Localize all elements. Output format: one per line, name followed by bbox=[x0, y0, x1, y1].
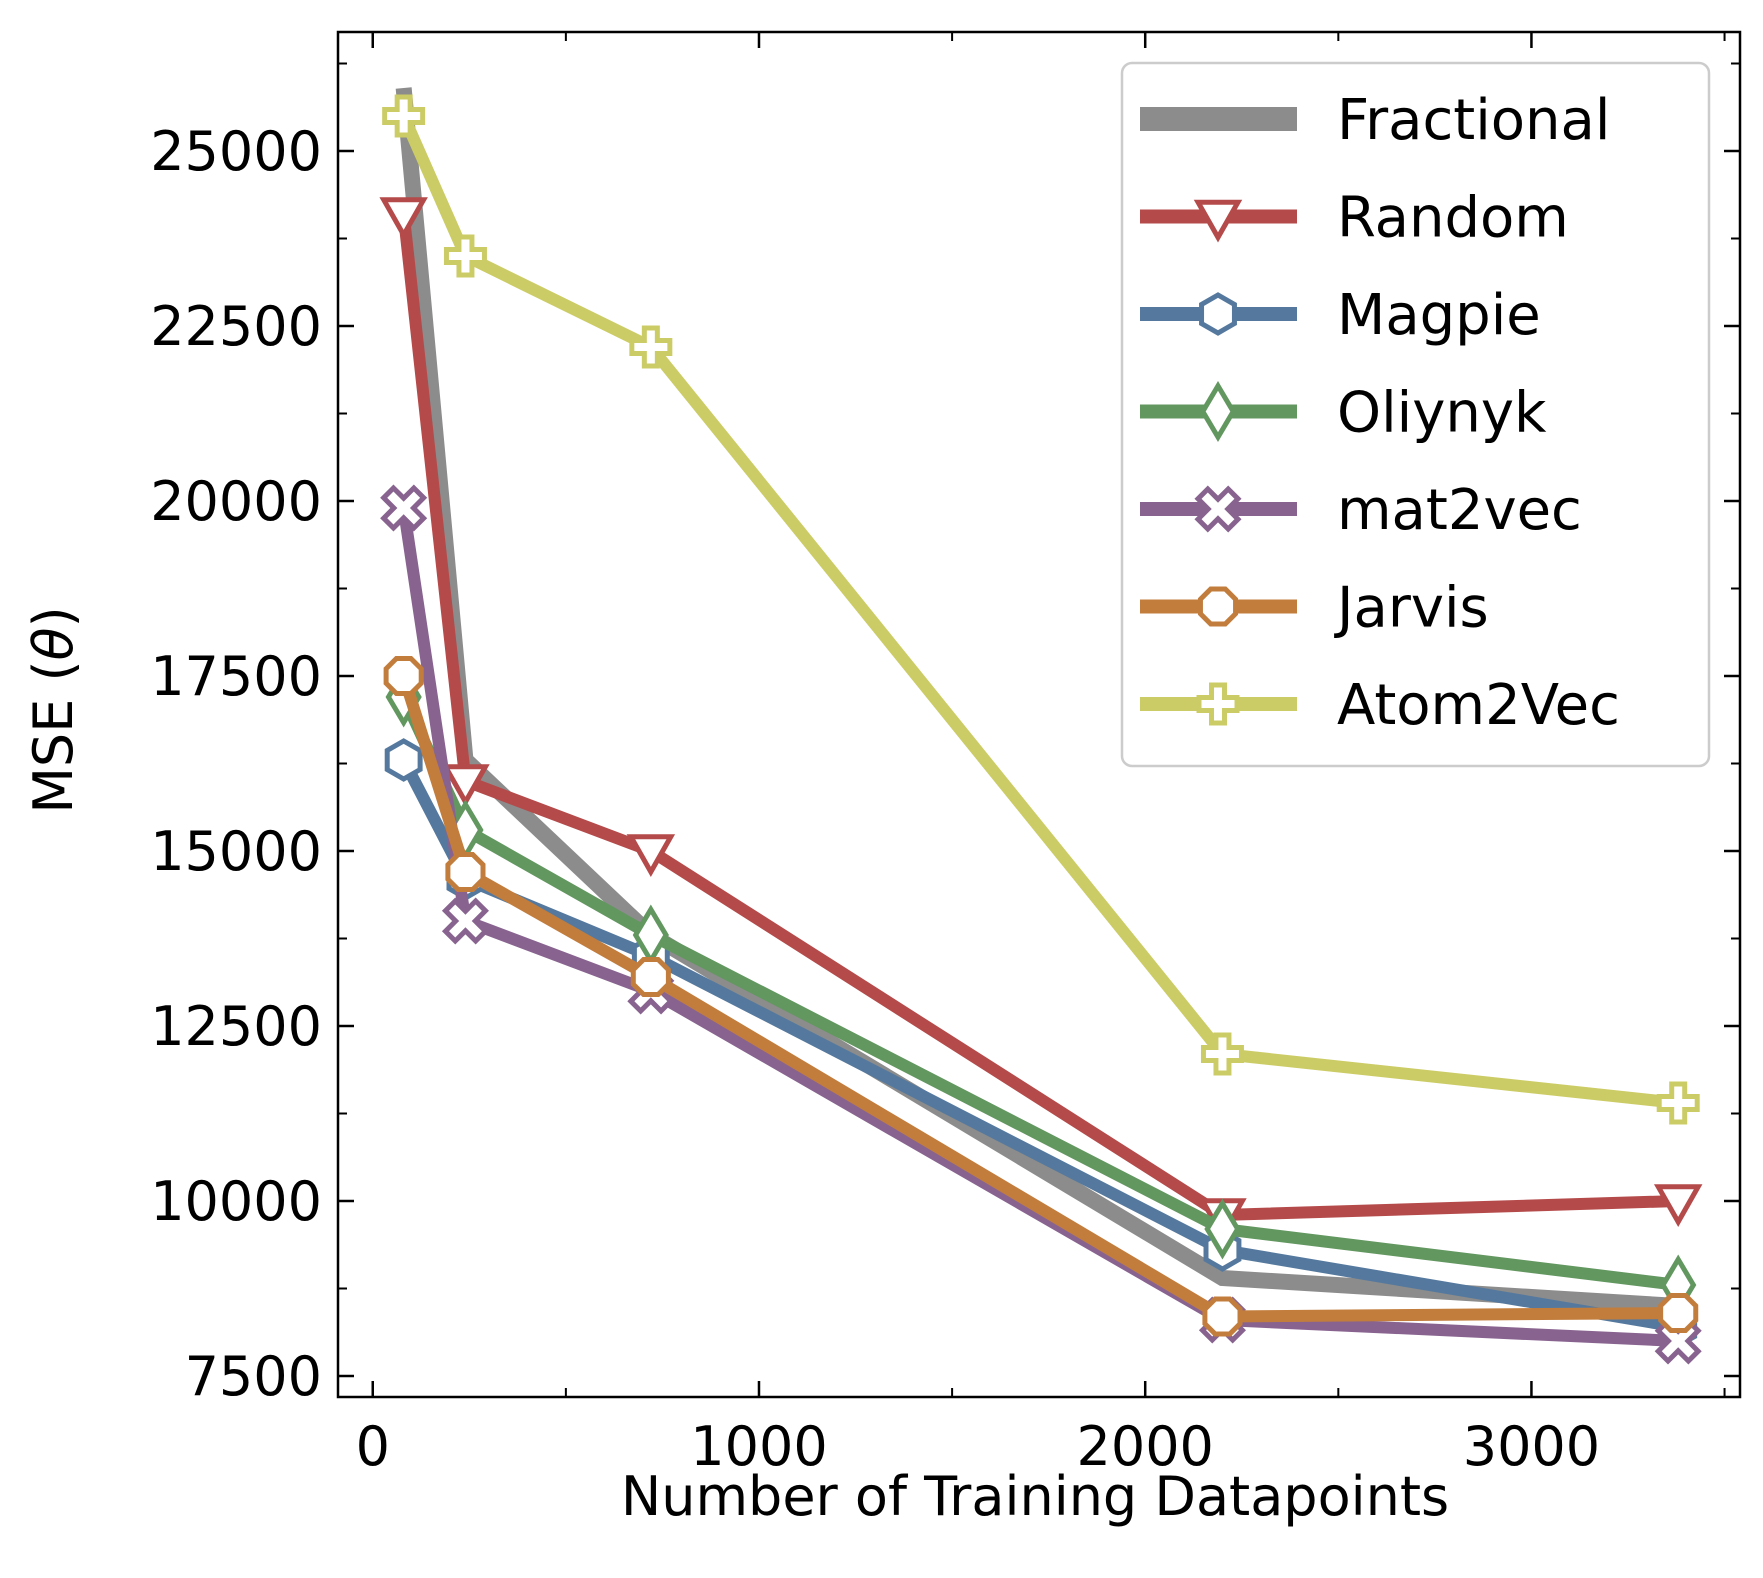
x-axis-label: Number of Training Datapoints bbox=[621, 1465, 1449, 1528]
point-oliynyk-3 bbox=[1204, 1198, 1241, 1260]
series-line-oliynyk bbox=[398, 694, 1679, 1291]
point-jarvis-4 bbox=[1658, 1292, 1699, 1334]
point-random-4 bbox=[1653, 1184, 1703, 1227]
y-tick-label-25000: 25000 bbox=[150, 120, 322, 183]
legend: Fractional Random Magpie Oliynyk mat2vec Jarv… bbox=[1120, 61, 1711, 768]
y-axis-label-symbol: θ bbox=[22, 627, 85, 660]
series-layer bbox=[379, 87, 1703, 1365]
series-line-magpie bbox=[398, 757, 1680, 1333]
point-jarvis-0 bbox=[383, 655, 424, 697]
point-magpie-0 bbox=[384, 738, 423, 782]
legend-label-mat2vec: mat2vec bbox=[1337, 478, 1582, 543]
point-jarvis-1 bbox=[445, 851, 486, 893]
legend-label-random: Random bbox=[1337, 186, 1569, 251]
y-tick-label-15000: 15000 bbox=[150, 820, 322, 883]
point-jarvis-2 bbox=[630, 956, 671, 998]
legend-entry-fractional: Fractional bbox=[1140, 88, 1610, 153]
series-jarvis bbox=[383, 655, 1699, 1337]
point-jarvis-3 bbox=[1202, 1296, 1243, 1337]
plot-area bbox=[379, 87, 1703, 1365]
x-tick-label-0: 0 bbox=[356, 1415, 390, 1478]
x-tick-label-3000: 3000 bbox=[1463, 1415, 1600, 1478]
y-tick-label-7500: 7500 bbox=[185, 1345, 322, 1408]
series-random bbox=[379, 197, 1703, 1241]
legend-label-magpie: Magpie bbox=[1337, 283, 1541, 348]
legend-entry-random: Random bbox=[1140, 186, 1569, 251]
legend-marker-mat2vec bbox=[1194, 485, 1242, 533]
y-tick-label-17500: 17500 bbox=[150, 645, 322, 708]
legend-marker-jarvis bbox=[1197, 586, 1239, 627]
x-tick-label-1000: 1000 bbox=[690, 1415, 827, 1478]
legend-entry-jarvis: Jarvis bbox=[1140, 576, 1489, 641]
legend-entry-oliynyk: Oliynyk bbox=[1140, 381, 1547, 446]
point-random-2 bbox=[626, 834, 676, 877]
point-random-0 bbox=[379, 197, 428, 240]
y-tick-label-10000: 10000 bbox=[150, 1170, 322, 1233]
ticks-layer: 0 1000 2000 3000 7500 10000 12500 15000 17500 200… bbox=[150, 32, 1740, 1478]
point-mat2vec-1 bbox=[441, 897, 489, 945]
legend-marker-oliynyk bbox=[1199, 380, 1237, 443]
axes-frame bbox=[336, 30, 1742, 1399]
point-atom2vec-4 bbox=[1656, 1081, 1700, 1125]
legend-entry-magpie: Magpie bbox=[1140, 283, 1541, 348]
legend-box bbox=[1120, 61, 1711, 768]
point-mat2vec-0 bbox=[380, 484, 428, 532]
x-tick-label-2000: 2000 bbox=[1076, 1415, 1213, 1478]
legend-label-jarvis: Jarvis bbox=[1334, 576, 1489, 641]
point-atom2vec-1 bbox=[443, 234, 487, 278]
series-atom2vec bbox=[382, 94, 1700, 1125]
legend-entry-atom2vec: Atom2Vec bbox=[1140, 673, 1620, 738]
y-axis-label-suffix: ) bbox=[22, 606, 85, 627]
legend-marker-magpie bbox=[1199, 292, 1237, 336]
point-atom2vec-3 bbox=[1200, 1032, 1244, 1076]
point-random-1 bbox=[441, 764, 490, 807]
point-atom2vec-0 bbox=[382, 94, 426, 138]
y-axis-label-prefix: MSE ( bbox=[22, 660, 85, 813]
legend-entry-mat2vec: mat2vec bbox=[1140, 478, 1582, 543]
legend-label-fractional: Fractional bbox=[1337, 88, 1610, 153]
y-tick-label-20000: 20000 bbox=[150, 470, 322, 533]
y-tick-label-22500: 22500 bbox=[150, 295, 322, 358]
point-atom2vec-2 bbox=[629, 325, 673, 369]
legend-label-atom2vec: Atom2Vec bbox=[1337, 673, 1620, 738]
legend-label-oliynyk: Oliynyk bbox=[1337, 381, 1547, 446]
legend-marker-random bbox=[1193, 199, 1243, 243]
axes-layer bbox=[336, 30, 1742, 1399]
legend-marker-atom2vec bbox=[1196, 682, 1240, 726]
y-tick-label-12500: 12500 bbox=[150, 995, 322, 1058]
y-axis-label: MSE (θ) bbox=[22, 606, 85, 813]
